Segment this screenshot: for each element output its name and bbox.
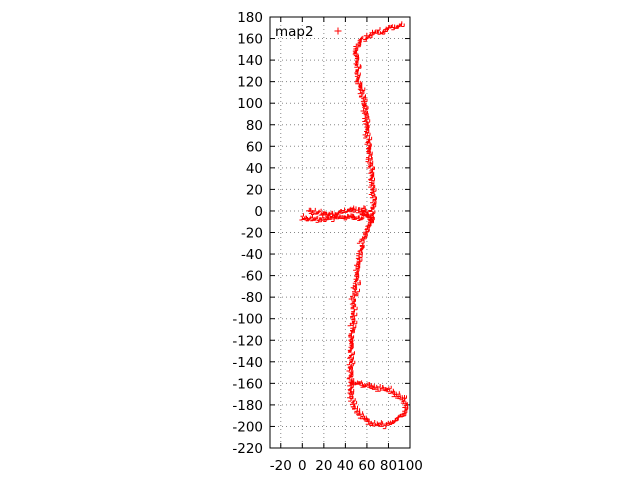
data-point-marker (318, 210, 334, 217)
data-point-marker (355, 80, 368, 104)
data-point-marker (365, 420, 383, 427)
x-tick-label: 0 (298, 458, 307, 474)
data-point-marker (358, 217, 373, 244)
x-tick-label: 80 (380, 458, 397, 474)
legend: map2 (275, 24, 342, 40)
data-point-marker (353, 52, 362, 83)
data-point-marker (369, 27, 386, 39)
y-tick-label: -200 (232, 419, 263, 435)
y-tick-label: 180 (237, 10, 263, 26)
data-point-marker (392, 410, 407, 422)
y-tick-label: 160 (237, 32, 263, 48)
y-tick-label: 80 (246, 118, 263, 134)
data-point-marker (352, 42, 362, 55)
y-tick-label: 40 (246, 161, 263, 177)
y-tick-label: -220 (232, 441, 263, 457)
legend-marker-map2 (334, 27, 342, 35)
y-axis-tick-labels: -220-200-180-160-140-120-100-80-60-40-20… (232, 10, 263, 457)
data-point-marker (400, 398, 409, 414)
y-tick-label: -80 (241, 290, 263, 306)
data-point-marker (332, 209, 346, 217)
data-point-marker (348, 379, 373, 389)
y-tick-label: -160 (232, 376, 263, 392)
data-point-marker (396, 21, 405, 28)
axis-ticks (270, 16, 411, 449)
data-point-marker (299, 213, 319, 222)
y-tick-label: -60 (241, 269, 263, 285)
data-point-marker (347, 305, 358, 331)
data-point-marker (336, 213, 351, 221)
data-point-marker (354, 405, 370, 423)
x-tick-label: 20 (315, 458, 332, 474)
y-tick-label: -100 (232, 312, 263, 328)
data-point-marker (388, 388, 407, 401)
data-point-marker (370, 383, 392, 393)
y-tick-label: -140 (232, 355, 263, 371)
data-point-marker (348, 268, 361, 309)
y-tick-label: 140 (237, 53, 263, 69)
x-tick-label: 60 (358, 458, 375, 474)
x-tick-label: 100 (397, 458, 423, 474)
data-point-marker (341, 206, 354, 213)
y-tick-label: -120 (232, 333, 263, 349)
y-tick-label: -180 (232, 398, 263, 414)
data-point-marker (360, 205, 369, 217)
y-tick-label: 20 (246, 182, 263, 198)
series-map2-points (299, 21, 409, 430)
y-tick-label: -20 (241, 226, 263, 242)
grid-lines (270, 17, 410, 448)
data-point-marker (348, 213, 365, 221)
y-tick-label: 100 (237, 96, 263, 112)
x-axis-tick-labels: -20 0 20 40 60 80 100 (270, 458, 423, 474)
data-point-marker (368, 166, 377, 206)
x-tick-label: -20 (270, 458, 292, 474)
data-point-marker (360, 101, 371, 137)
data-point-marker (363, 133, 374, 169)
y-tick-label: 120 (237, 75, 263, 91)
y-tick-label: 0 (254, 204, 263, 220)
data-point-marker (353, 240, 365, 271)
y-tick-label: 60 (246, 139, 263, 155)
data-point-marker (306, 207, 322, 215)
data-point-marker (347, 391, 358, 410)
x-tick-label: 40 (337, 458, 354, 474)
y-tick-label: -40 (241, 247, 263, 263)
data-point-marker (365, 213, 374, 224)
legend-label-map2: map2 (275, 24, 314, 40)
